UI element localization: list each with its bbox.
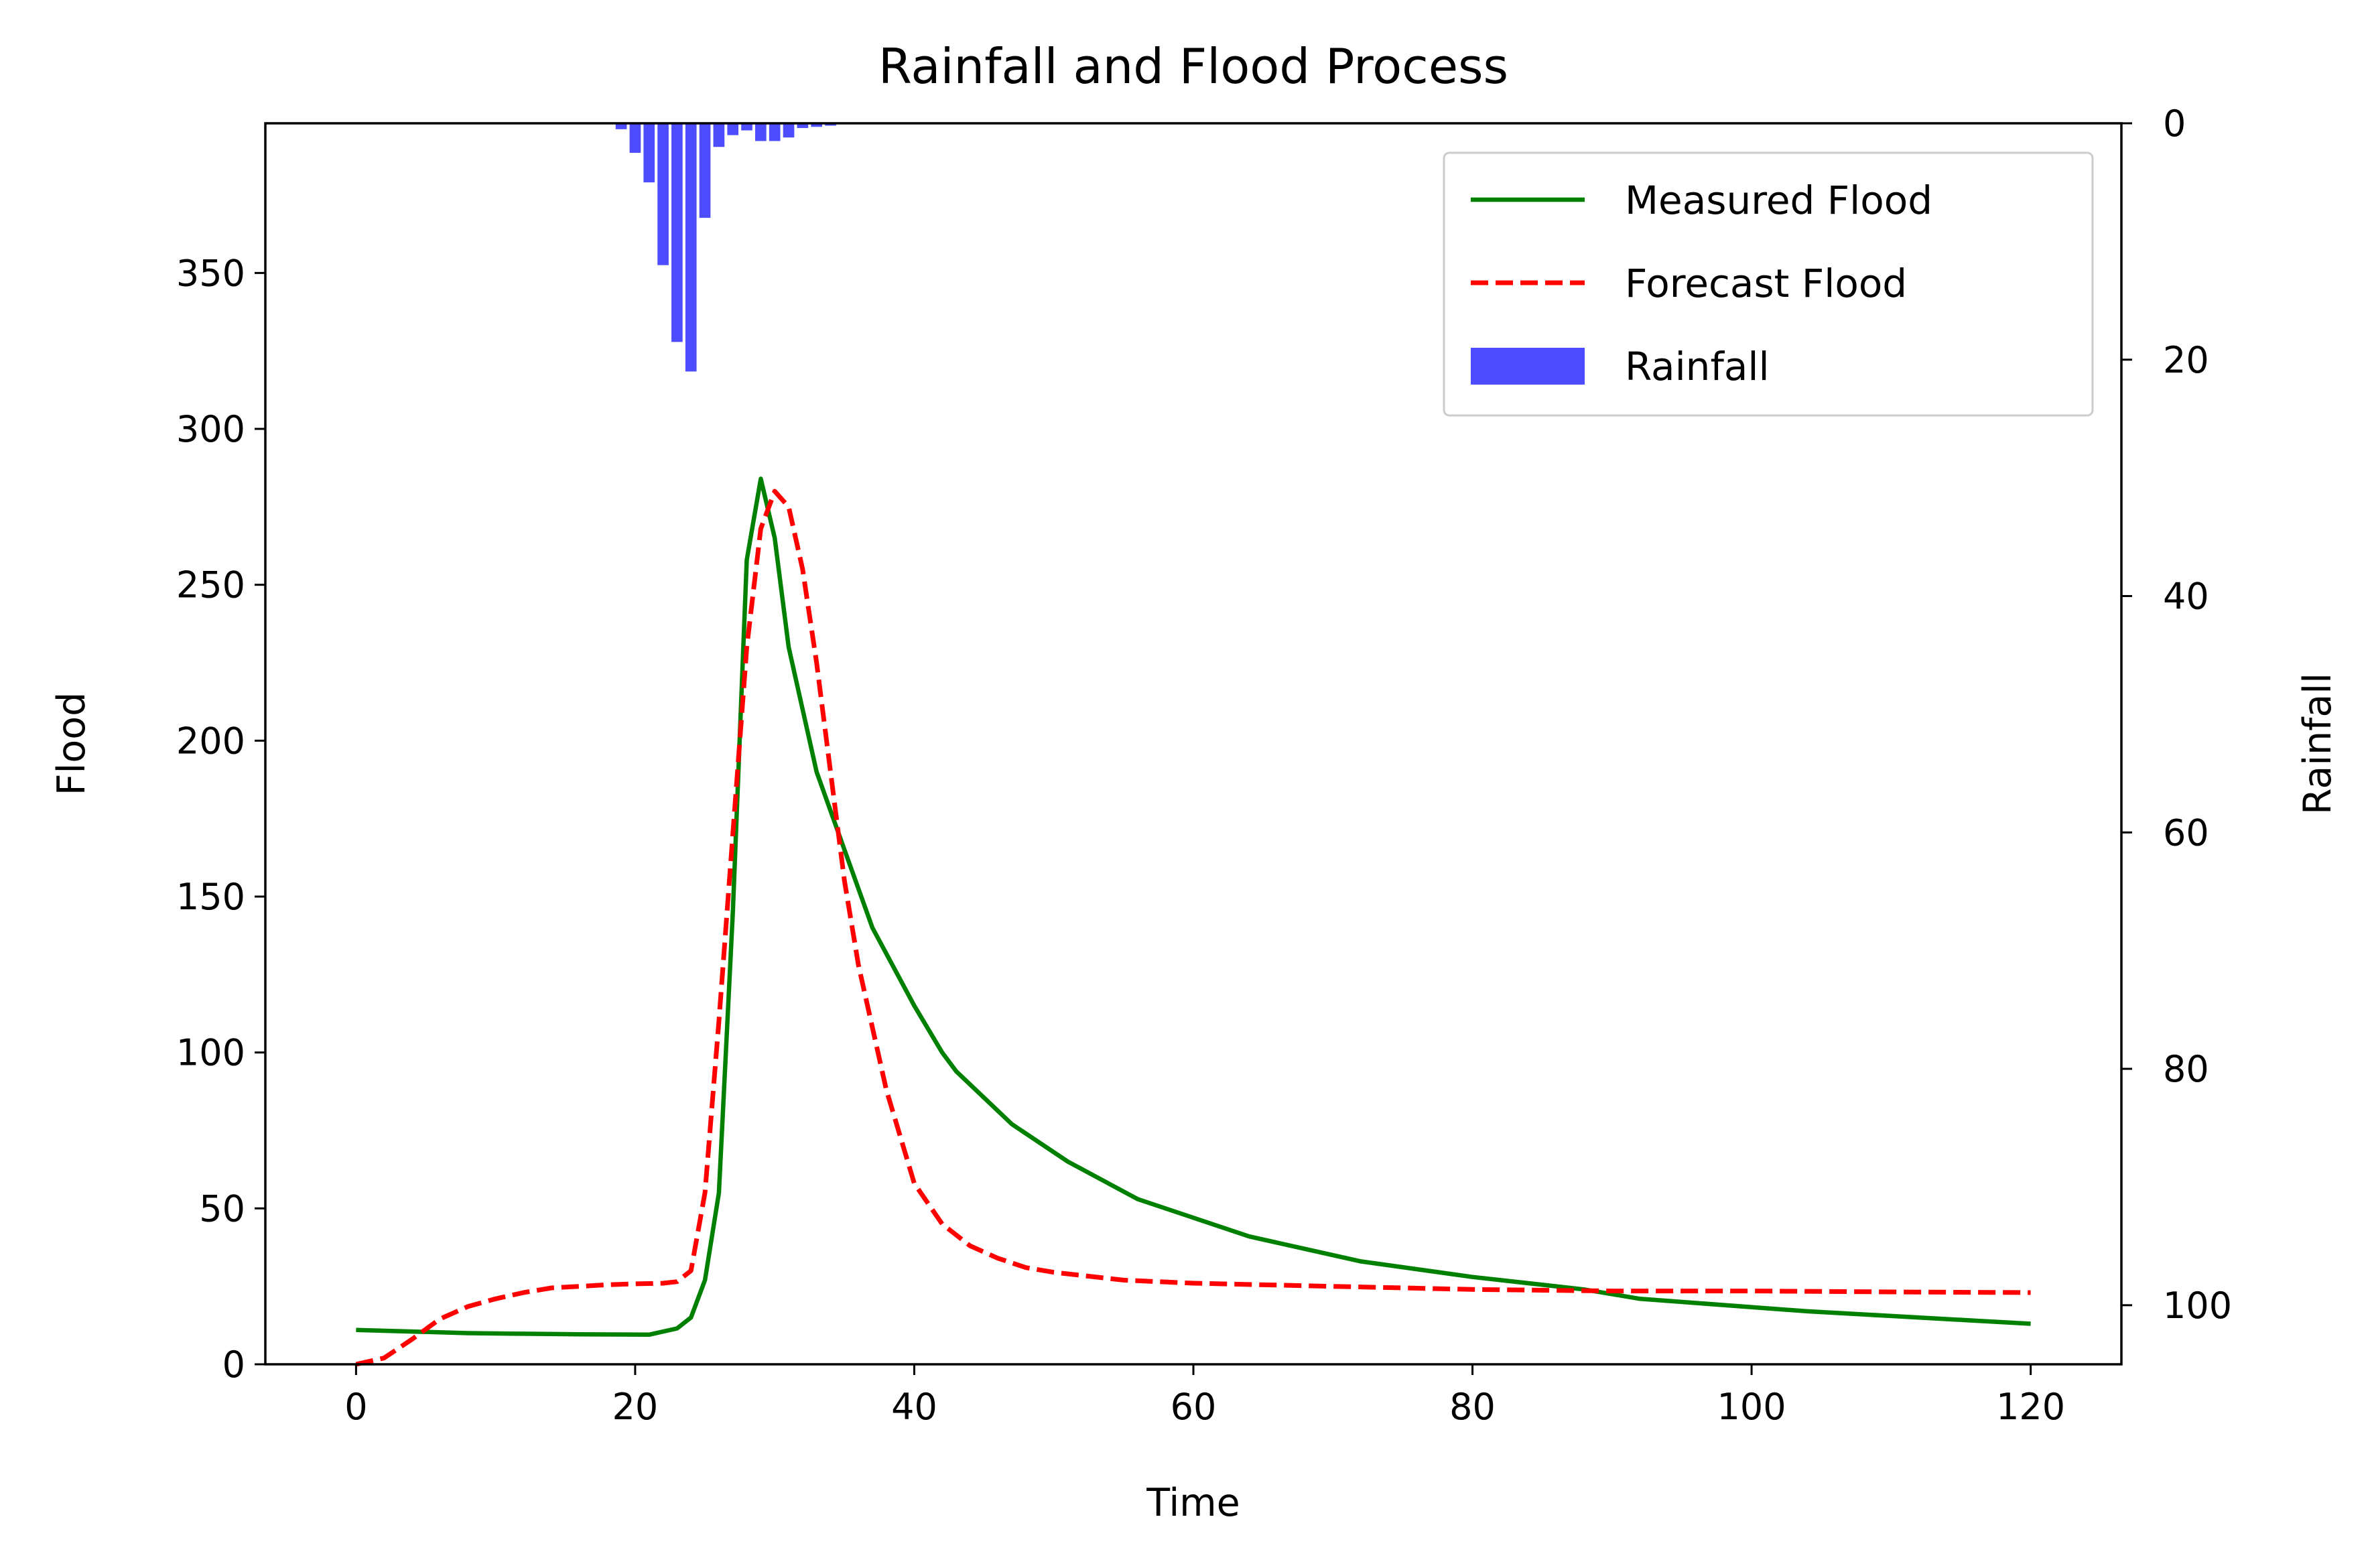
x-tick-label: 0 — [344, 1386, 367, 1428]
rainfall-bar — [811, 123, 822, 127]
legend-swatch-rainfall — [1471, 348, 1585, 385]
y2-tick-label: 80 — [2163, 1048, 2209, 1090]
x-tick-label: 40 — [891, 1386, 937, 1428]
y2-tick-label: 60 — [2163, 811, 2209, 854]
legend-label: Rainfall — [1625, 344, 1770, 389]
y2-axis-label: Rainfall — [2296, 673, 2340, 815]
x-tick-label: 60 — [1171, 1386, 1217, 1428]
y-tick-label: 100 — [176, 1032, 245, 1074]
rainfall-bar — [769, 123, 781, 141]
y2-tick-label: 20 — [2163, 339, 2209, 381]
y-tick-label: 350 — [176, 252, 245, 294]
y-tick-label: 0 — [222, 1344, 245, 1386]
y-tick-label: 300 — [176, 408, 245, 450]
rainfall-bar — [699, 123, 711, 218]
legend-box — [1443, 151, 2094, 417]
chart-title: Rainfall and Flood Process — [878, 38, 1508, 94]
plot-area: 0 20 40 60 80 100 120 0 50 100 150 200 250 300 350 0 20 4… — [176, 103, 2232, 1428]
y2-tick-label: 100 — [2163, 1285, 2232, 1327]
y2-tick-label: 40 — [2163, 576, 2209, 618]
x-tick-label: 100 — [1717, 1386, 1786, 1428]
x-tick-label: 80 — [1449, 1386, 1496, 1428]
rainfall-bar — [755, 123, 767, 141]
rainfall-bar — [727, 123, 739, 135]
legend-label: Measured Flood — [1625, 178, 1932, 223]
x-tick-label: 120 — [1996, 1386, 2065, 1428]
x-axis-label: Time — [1146, 1481, 1240, 1525]
legend-label: Forecast Flood — [1625, 261, 1907, 306]
rainfall-bar — [797, 123, 809, 129]
y-axis-label: Flood — [50, 692, 94, 796]
measured-flood-line — [356, 476, 2031, 1337]
rainfall-bar — [671, 123, 683, 342]
y-tick-label: 200 — [176, 720, 245, 762]
rainfall-bar — [615, 123, 627, 129]
rainfall-bar — [741, 123, 752, 131]
rainfall-bar — [657, 123, 669, 265]
x-tick-label: 20 — [612, 1386, 659, 1428]
y-tick-label: 50 — [199, 1187, 245, 1230]
y-tick-label: 150 — [176, 876, 245, 918]
forecast-flood-line — [355, 488, 2031, 1367]
rainfall-bar — [685, 123, 697, 372]
y2-tick-label: 0 — [2163, 103, 2186, 145]
rainfall-bar — [825, 123, 836, 126]
rainfall-bar — [629, 123, 641, 153]
rainfall-bar — [783, 123, 795, 138]
rainfall-bar — [643, 123, 655, 183]
legend: Measured Flood Forecast Flood Rainfall — [1443, 151, 2094, 417]
rainfall-bar — [713, 123, 725, 147]
y-tick-label: 250 — [176, 564, 245, 606]
